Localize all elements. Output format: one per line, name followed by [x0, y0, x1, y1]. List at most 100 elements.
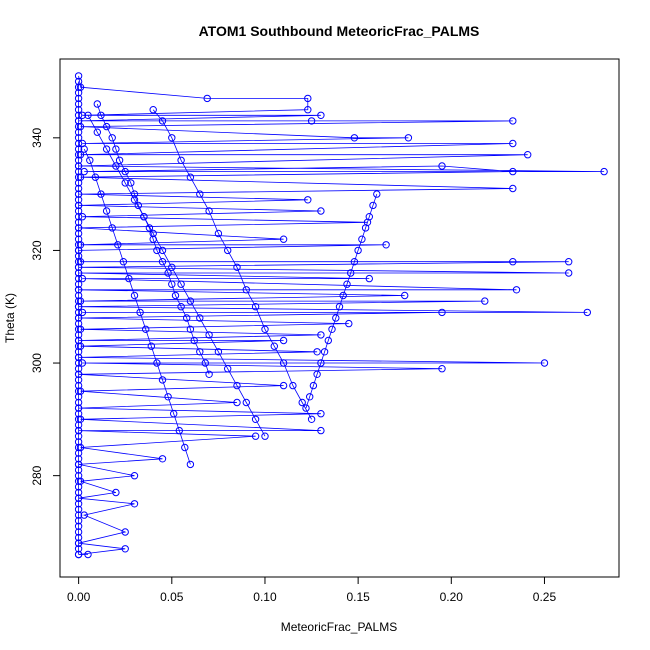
data-point	[205, 370, 213, 378]
data-point	[74, 213, 83, 221]
x-axis: 0.00 0.05 0.10 0.15 0.20 0.25	[67, 576, 556, 604]
data-point	[158, 258, 167, 266]
data-point	[121, 179, 129, 187]
data-point	[74, 246, 83, 255]
data-point	[332, 314, 340, 322]
data-point	[121, 528, 129, 536]
data-point	[74, 83, 83, 91]
data-point	[196, 348, 204, 356]
data-point	[509, 117, 517, 125]
data-point	[74, 421, 83, 429]
data-point	[304, 94, 312, 103]
data-point	[114, 241, 122, 249]
data-point	[108, 134, 116, 142]
data-point	[74, 449, 83, 457]
data-point	[224, 246, 232, 255]
data-point	[130, 190, 139, 198]
x-tick-label: 0.00	[67, 590, 91, 604]
data-point	[251, 432, 260, 440]
data-point	[343, 280, 351, 288]
data-point	[78, 274, 87, 283]
data-point	[317, 410, 325, 418]
data-point	[80, 145, 88, 153]
data-point	[177, 156, 185, 165]
data-point	[153, 359, 161, 367]
series-line	[152, 109, 312, 420]
y-tick-label: 340	[30, 127, 44, 147]
data-point	[279, 336, 288, 345]
data-point	[115, 156, 124, 165]
data-point	[74, 184, 83, 193]
data-point	[158, 376, 167, 384]
series-line	[96, 103, 210, 375]
data-point	[74, 359, 83, 367]
data-point	[97, 190, 105, 198]
data-point	[186, 460, 195, 469]
data-point	[74, 370, 83, 378]
data-point	[74, 235, 83, 243]
data-point	[74, 460, 83, 469]
data-point	[74, 77, 83, 86]
data-point	[74, 94, 83, 103]
data-point	[78, 308, 87, 317]
data-point	[74, 511, 83, 519]
data-point	[190, 336, 198, 345]
data-point	[74, 274, 83, 283]
data-point	[74, 404, 83, 412]
data-point	[565, 258, 573, 266]
data-point	[196, 190, 204, 198]
data-point	[145, 224, 154, 232]
data-point	[74, 455, 83, 463]
data-point	[74, 145, 83, 153]
data-point	[74, 218, 83, 227]
data-point	[307, 415, 316, 423]
data-point	[438, 365, 446, 373]
data-point	[177, 303, 185, 311]
data-point	[74, 224, 83, 232]
data-point	[306, 393, 314, 401]
data-point	[74, 201, 83, 210]
data-point	[130, 291, 139, 300]
y-tick-label: 320	[30, 240, 44, 260]
data-point	[74, 550, 83, 559]
data-series	[149, 106, 316, 423]
data-point	[130, 472, 139, 480]
data-point	[158, 455, 167, 463]
data-point	[279, 381, 288, 390]
y-axis: 280 300 320 340	[30, 127, 61, 486]
data-point	[74, 545, 83, 553]
data-point	[74, 190, 83, 198]
data-point	[74, 325, 83, 333]
data-point	[509, 184, 517, 193]
data-point	[84, 111, 92, 120]
data-point	[74, 303, 83, 311]
data-point	[74, 111, 83, 120]
data-point	[74, 100, 83, 108]
data-point	[74, 517, 83, 525]
data-point	[382, 241, 390, 249]
y-axis-label: Theta (K)	[3, 293, 17, 343]
data-point	[233, 263, 241, 271]
data-point	[74, 477, 83, 485]
data-point	[134, 201, 143, 210]
data-point	[74, 297, 83, 305]
data-point	[112, 488, 120, 497]
data-point	[168, 134, 176, 142]
data-point	[313, 348, 321, 356]
data-point	[304, 106, 312, 114]
data-point	[136, 308, 144, 317]
data-series	[80, 145, 195, 469]
data-point	[130, 500, 139, 508]
x-tick-label: 0.10	[253, 590, 277, 604]
data-point	[74, 500, 83, 508]
data-point	[74, 393, 83, 401]
data-point	[74, 229, 83, 238]
data-point	[350, 134, 359, 142]
data-point	[74, 443, 83, 452]
data-point	[149, 229, 157, 238]
data-point	[130, 196, 139, 204]
data-point	[509, 258, 517, 266]
data-point	[279, 359, 288, 367]
data-point	[177, 280, 185, 288]
